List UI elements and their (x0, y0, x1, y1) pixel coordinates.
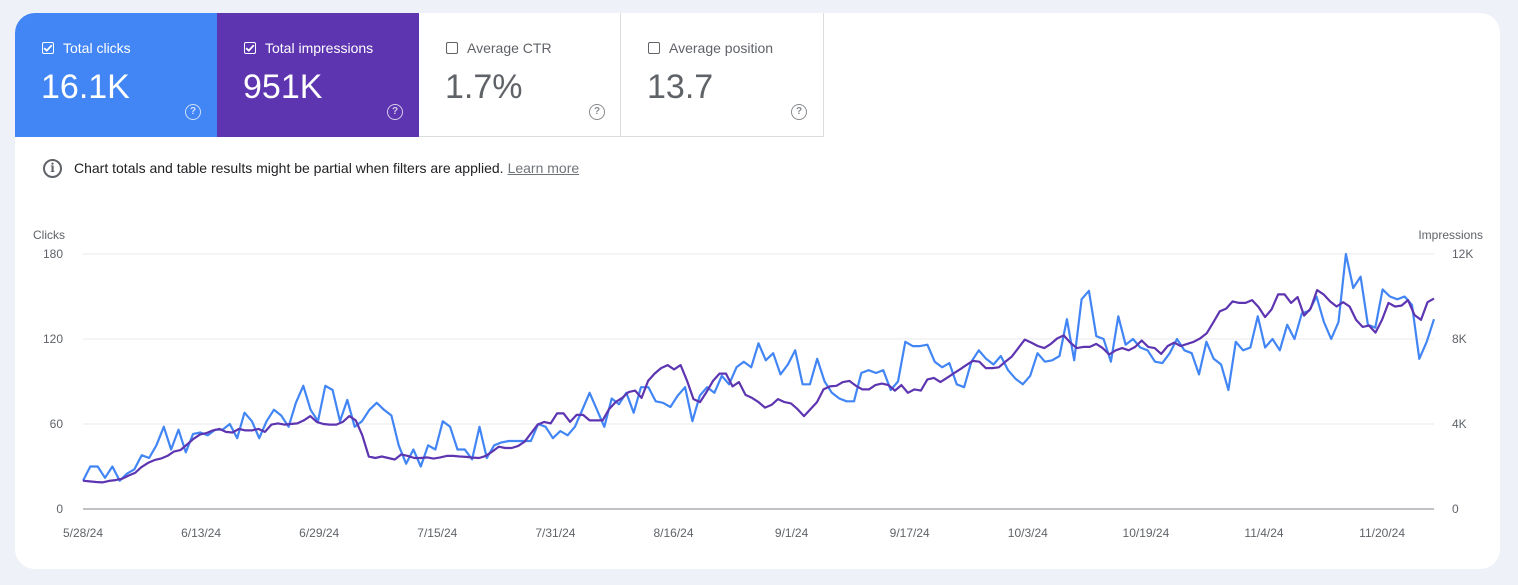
checkbox-unchecked-icon[interactable] (648, 42, 660, 54)
x-tick-label: 5/28/24 (63, 526, 103, 540)
metric-value: 951K (243, 68, 323, 106)
series-line-clicks (82, 252, 1436, 482)
performance-card: Total clicks 16.1K ? Total impressions 9… (15, 13, 1500, 569)
metric-total-clicks[interactable]: Total clicks 16.1K ? (15, 13, 217, 137)
x-tick-label: 8/16/24 (653, 526, 693, 540)
performance-chart: 180 12K 120 8K 60 4K 0 0 Clicks Impressions 5/28/2… (33, 228, 1483, 540)
checkbox-unchecked-icon[interactable] (446, 42, 458, 54)
metric-value: 13.7 (647, 68, 714, 106)
left-tick-label: 0 (56, 502, 63, 516)
info-icon: i (43, 158, 62, 178)
checkbox-checked-icon[interactable] (42, 42, 54, 54)
x-tick-label: 11/4/24 (1244, 526, 1283, 540)
checkbox-checked-icon[interactable] (244, 42, 256, 54)
x-tick-label: 7/31/24 (535, 526, 575, 540)
left-tick-label: 120 (43, 332, 63, 346)
partial-data-notice: i Chart totals and table results might b… (43, 157, 579, 179)
notice-text: Chart totals and table results might be … (74, 160, 504, 176)
learn-more-link[interactable]: Learn more (507, 160, 580, 176)
metric-label: Average position (669, 40, 774, 56)
metric-label: Total clicks (63, 40, 131, 56)
metric-value: 16.1K (41, 68, 130, 106)
left-axis-title: Clicks (33, 228, 65, 242)
x-tick-label: 10/3/24 (1008, 526, 1048, 540)
help-icon[interactable]: ? (589, 104, 605, 120)
metric-value: 1.7% (445, 68, 523, 106)
x-tick-label: 9/17/24 (890, 526, 930, 540)
x-tick-label: 9/1/24 (775, 526, 809, 540)
help-icon[interactable]: ? (791, 104, 807, 120)
x-tick-label: 11/20/24 (1359, 526, 1405, 540)
metric-average-position[interactable]: Average position 13.7 ? (621, 13, 824, 137)
metric-label: Average CTR (467, 40, 552, 56)
right-tick-label: 4K (1452, 417, 1467, 431)
left-tick-label: 180 (43, 247, 63, 261)
metric-label: Total impressions (265, 40, 374, 56)
x-tick-label: 6/13/24 (181, 526, 221, 540)
metric-average-ctr[interactable]: Average CTR 1.7% ? (419, 13, 621, 137)
metric-tiles: Total clicks 16.1K ? Total impressions 9… (15, 13, 824, 137)
help-icon[interactable]: ? (387, 104, 403, 120)
right-tick-label: 8K (1452, 332, 1467, 346)
metric-total-impressions[interactable]: Total impressions 951K ? (217, 13, 419, 137)
x-tick-label: 6/29/24 (299, 526, 339, 540)
x-tick-label: 7/15/24 (417, 526, 457, 540)
series-line-impressions (82, 289, 1435, 484)
right-tick-label: 12K (1452, 247, 1473, 261)
right-axis-title: Impressions (1418, 228, 1483, 242)
right-tick-label: 0 (1452, 502, 1459, 516)
x-tick-label: 10/19/24 (1123, 526, 1170, 540)
help-icon[interactable]: ? (185, 104, 201, 120)
left-tick-label: 60 (50, 417, 64, 431)
